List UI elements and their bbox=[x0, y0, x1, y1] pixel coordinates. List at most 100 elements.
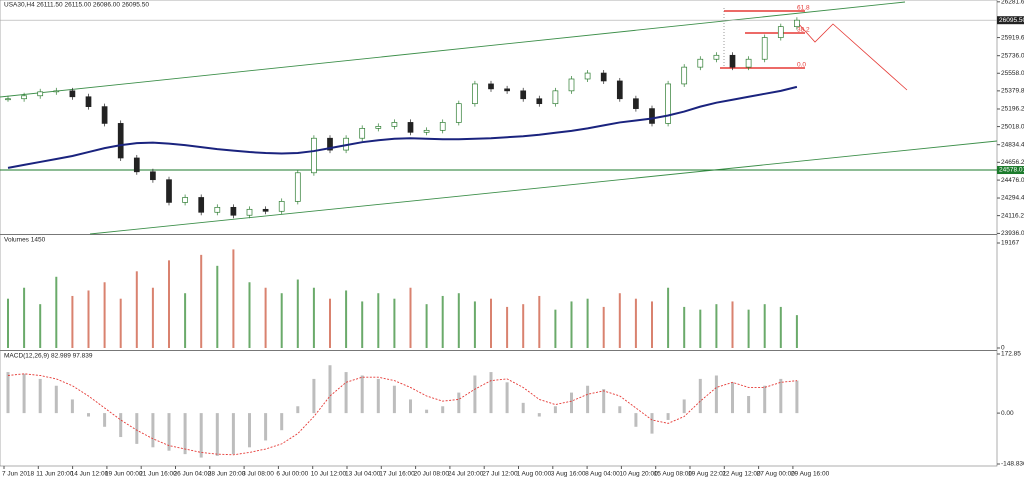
volume-bar bbox=[602, 306, 605, 348]
volume-bar bbox=[87, 290, 90, 348]
y-tick-label: 19167 bbox=[1001, 240, 1019, 247]
volume-bar bbox=[747, 309, 750, 348]
x-tick-label: 27 Aug 00:00 bbox=[757, 471, 796, 478]
y-tick-label: 25018.00 bbox=[1001, 123, 1024, 130]
volume-bar bbox=[151, 287, 154, 348]
x-tick-label: 20 Jul 08:00 bbox=[414, 471, 450, 478]
candle-body bbox=[101, 106, 108, 124]
candle-body bbox=[536, 98, 543, 105]
volume-bar bbox=[731, 301, 734, 348]
macd-bar bbox=[280, 413, 284, 431]
candle-body bbox=[455, 103, 462, 123]
candle-body bbox=[665, 83, 671, 124]
trend-line bbox=[89, 140, 998, 235]
volume-bar bbox=[264, 287, 267, 348]
x-tick-label: 24 Jul 20:00 bbox=[448, 471, 484, 478]
candle-body bbox=[504, 88, 510, 92]
volume-bar bbox=[232, 249, 235, 348]
x-tick-label: 28 Jun 20:00 bbox=[208, 471, 246, 478]
macd-bar bbox=[183, 413, 187, 455]
candle-body bbox=[359, 128, 366, 139]
volume-bar bbox=[119, 298, 122, 348]
candle-body bbox=[166, 179, 172, 203]
volume-bar bbox=[634, 298, 637, 348]
macd-bar bbox=[70, 399, 74, 414]
fib-label: 61.8 bbox=[797, 5, 810, 12]
signal-line bbox=[7, 373, 797, 456]
x-tick-label: 6 Jul 00:00 bbox=[276, 471, 308, 478]
macd-bar bbox=[409, 399, 412, 414]
candle-body bbox=[198, 197, 205, 213]
macd-bar bbox=[570, 392, 573, 414]
candle-body bbox=[294, 172, 301, 202]
x-tick-label: 27 Jul 12:00 bbox=[482, 471, 518, 478]
macd-bar bbox=[167, 413, 171, 451]
candle-body bbox=[246, 208, 253, 216]
candle-body bbox=[584, 72, 591, 80]
macd-bar bbox=[634, 413, 638, 427]
macd-bar bbox=[248, 413, 251, 448]
level-label: 24578.01 bbox=[999, 167, 1024, 174]
macd-bar bbox=[731, 382, 734, 414]
volume-bar bbox=[667, 287, 670, 348]
x-tick-label: 1 Aug 00:00 bbox=[517, 471, 552, 478]
volume-bar bbox=[715, 304, 718, 348]
volume-bar bbox=[23, 287, 26, 348]
macd-bar bbox=[489, 372, 493, 414]
volume-bar bbox=[393, 298, 396, 348]
x-tick-label: 26 Jun 04:00 bbox=[174, 471, 212, 478]
y-tick-label: 24656.20 bbox=[1001, 159, 1024, 166]
macd-bar bbox=[763, 385, 767, 414]
candle-body bbox=[600, 72, 607, 82]
macd-bar bbox=[650, 413, 654, 434]
macd-bar bbox=[441, 406, 445, 414]
price-label: 26095.50 bbox=[999, 17, 1024, 24]
volume-bar bbox=[135, 271, 138, 348]
candle-body bbox=[761, 37, 768, 60]
price-box bbox=[997, 16, 1024, 25]
volume-bar bbox=[457, 293, 460, 348]
macd-bar bbox=[231, 413, 235, 455]
y-tick-label: 0.00 bbox=[1001, 410, 1014, 417]
macd-bar bbox=[698, 378, 702, 414]
candle-body bbox=[520, 90, 527, 100]
trend-line bbox=[0, 1, 906, 98]
candle-body bbox=[150, 171, 156, 181]
candle-body bbox=[729, 54, 736, 68]
macd-bar bbox=[586, 385, 590, 414]
macd-bar bbox=[392, 385, 396, 414]
panel-title: Volumes 1450 bbox=[4, 237, 46, 244]
volume-bar bbox=[538, 295, 541, 348]
volume-bar bbox=[522, 304, 525, 348]
macd-bar bbox=[312, 378, 316, 414]
x-tick-label: 11 Jun 20:00 bbox=[36, 471, 73, 478]
candle-body bbox=[230, 206, 237, 216]
volume-bar bbox=[490, 298, 492, 348]
chart-title: USA30,H4 26111.50 26115.00 26086.00 2609… bbox=[4, 2, 149, 9]
y-tick-label: 25919.60 bbox=[1001, 34, 1024, 41]
volume-bar bbox=[296, 279, 299, 348]
level-box bbox=[997, 166, 1024, 175]
macd-bar bbox=[6, 372, 10, 414]
candle-body bbox=[182, 197, 188, 203]
candle-body bbox=[214, 206, 221, 213]
candle-body bbox=[21, 95, 27, 100]
y-tick-label: 24294.40 bbox=[1001, 195, 1024, 202]
candle-body bbox=[423, 129, 430, 133]
volume-bar bbox=[216, 265, 219, 348]
y-tick-label: 25196.20 bbox=[1001, 106, 1024, 113]
volume-bar bbox=[329, 298, 331, 348]
x-tick-label: 22 Aug 12:00 bbox=[722, 471, 761, 478]
candle-body bbox=[439, 122, 446, 131]
candle-body bbox=[552, 90, 559, 105]
candle-body bbox=[278, 201, 285, 212]
macd-bar bbox=[87, 413, 90, 417]
x-tick-label: 8 Aug 04:00 bbox=[585, 471, 620, 478]
candle-body bbox=[472, 83, 478, 105]
macd-bar bbox=[22, 373, 26, 414]
macd-bar bbox=[215, 413, 219, 456]
macd-bar bbox=[103, 413, 107, 427]
candle-body bbox=[133, 157, 140, 173]
candle-body bbox=[713, 54, 720, 60]
